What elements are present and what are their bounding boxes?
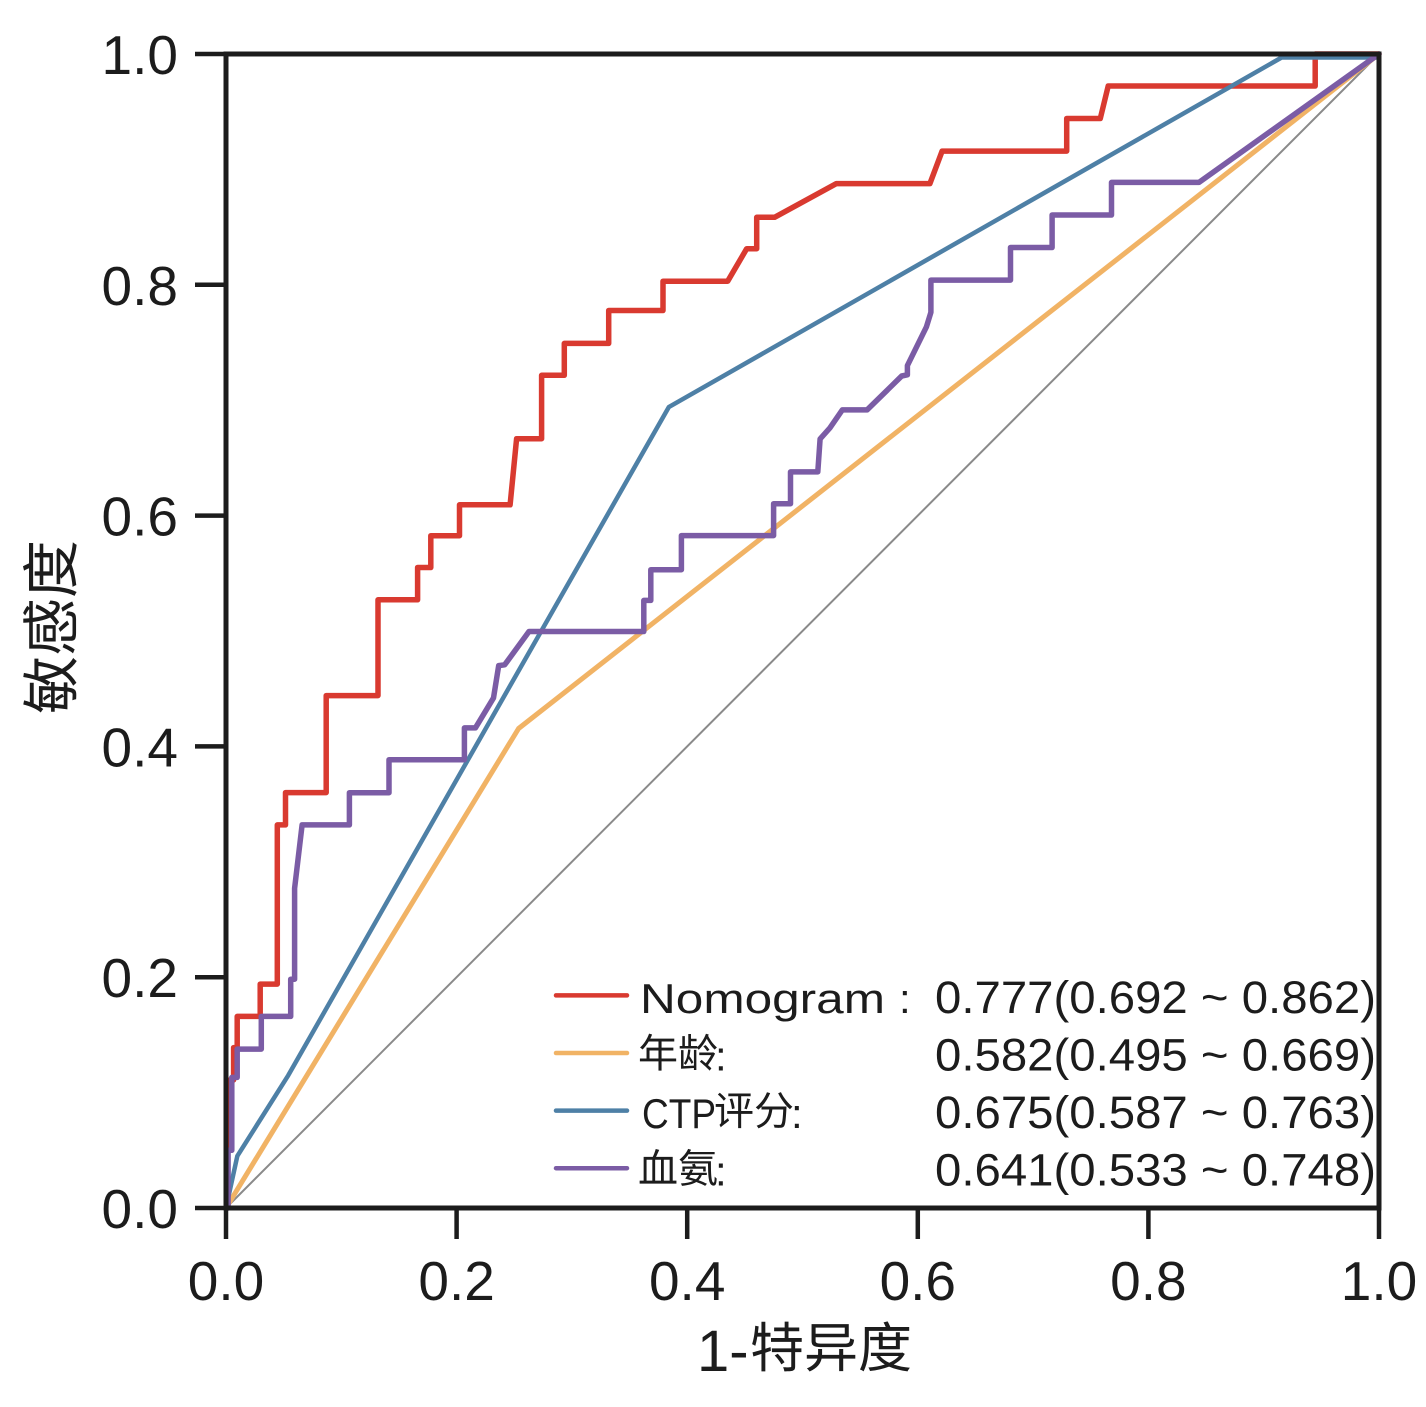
svg-text:0.4: 0.4 xyxy=(102,716,178,778)
svg-text:0.8: 0.8 xyxy=(102,255,178,317)
svg-text::: : xyxy=(899,975,911,1022)
svg-text::: : xyxy=(715,1032,727,1079)
svg-text:CTP: CTP xyxy=(642,1090,716,1137)
svg-text:0.777(0.692 ~ 0.862): 0.777(0.692 ~ 0.862) xyxy=(935,972,1376,1023)
svg-text:Nomogram: Nomogram xyxy=(640,975,885,1022)
svg-text:1-: 1- xyxy=(697,1319,749,1384)
svg-text:1.0: 1.0 xyxy=(1341,1250,1417,1312)
svg-text:0.675(0.587 ~ 0.763): 0.675(0.587 ~ 0.763) xyxy=(935,1087,1376,1138)
svg-text:0.0: 0.0 xyxy=(102,1178,178,1240)
svg-text:0.0: 0.0 xyxy=(188,1250,264,1312)
svg-text:1.0: 1.0 xyxy=(102,24,178,86)
svg-text:0.2: 0.2 xyxy=(418,1250,494,1312)
svg-text::: : xyxy=(791,1090,803,1137)
svg-text:0.582(0.495 ~ 0.669): 0.582(0.495 ~ 0.669) xyxy=(935,1029,1376,1080)
svg-text:0.6: 0.6 xyxy=(102,486,178,548)
svg-text:0.6: 0.6 xyxy=(880,1250,956,1312)
svg-text::: : xyxy=(715,1148,727,1195)
svg-text:0.641(0.533 ~ 0.748): 0.641(0.533 ~ 0.748) xyxy=(935,1145,1376,1196)
svg-text:0.4: 0.4 xyxy=(649,1250,725,1312)
svg-text:0.2: 0.2 xyxy=(102,947,178,1009)
svg-text:0.8: 0.8 xyxy=(1110,1250,1186,1312)
